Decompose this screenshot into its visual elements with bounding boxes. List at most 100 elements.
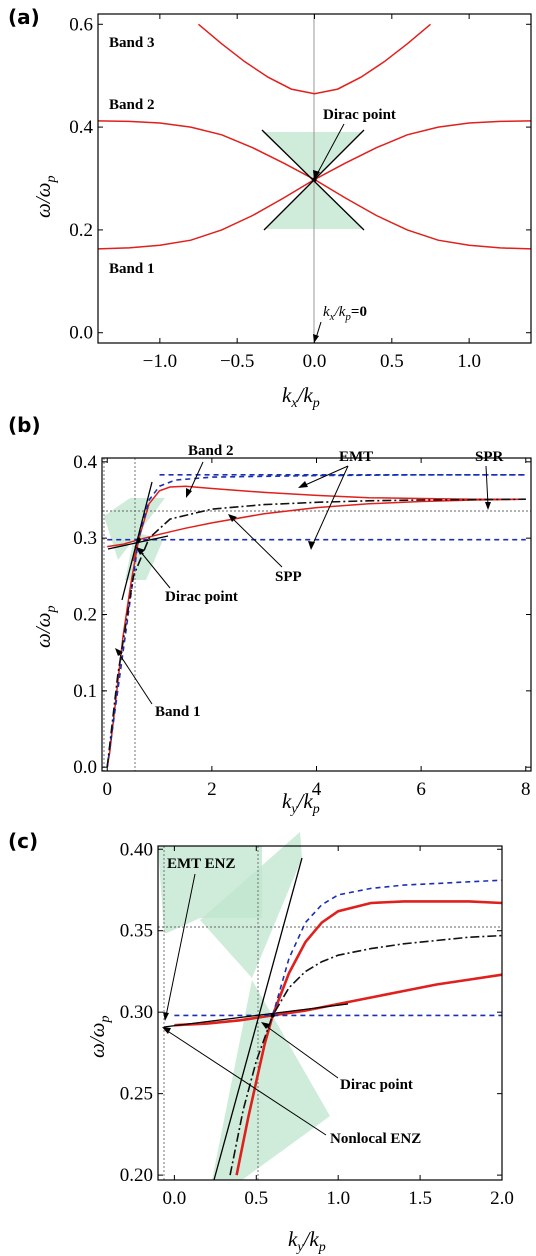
- arrowhead-spp-b: [228, 514, 237, 522]
- annotation-spp-b: SPP: [275, 569, 302, 585]
- x-tick-label-a: 0.5: [380, 351, 404, 372]
- x-tick-label-a: −1.0: [143, 351, 177, 372]
- arrow-spp-b: [231, 517, 283, 568]
- series-group-c: [174, 879, 503, 1176]
- arrow-band2-b: [187, 461, 204, 496]
- arrowhead-emt-b2: [308, 541, 315, 550]
- arrowhead-emtenz-c: [163, 1012, 169, 1021]
- x-axis-label-b: ky/kp: [282, 789, 320, 817]
- y-tick-label-c: 0.20: [120, 1165, 153, 1186]
- cone-upper-a: [262, 132, 362, 180]
- x-tick-label-b: 4: [312, 779, 322, 800]
- annotation-dirac-c: Dirac point: [340, 1077, 413, 1093]
- x-tick-label-b: 0: [102, 779, 112, 800]
- ticks-b: 0 2 4 6 8 0.0 0.1 0.2 0.3 0.4: [73, 452, 531, 800]
- dirac-point-marker-c: [270, 1013, 275, 1018]
- annotation-dirac-b: Dirac point: [165, 589, 238, 605]
- arrow-spr-b: [485, 465, 489, 506]
- plot-frame-c: [157, 845, 503, 1181]
- annotation-band2-a: Band 2: [109, 97, 154, 113]
- y-axis-label-b: ω/ωp: [31, 606, 59, 649]
- annotation-nonlocal-c: Nonlocal ENZ: [330, 1131, 421, 1147]
- series-band-1-c: [174, 973, 503, 1027]
- panel-c: 0.0 0.5 1.0 1.5 2.0 0.20 0.25 0.30 0.35 0.40 EMT …: [85, 832, 514, 1255]
- ticks-c: 0.0 0.5 1.0 1.5 2.0 0.20 0.25 0.30 0.35 0.40: [120, 839, 514, 1209]
- x-tick-label-b: 6: [416, 779, 426, 800]
- series-spp-b: [106, 498, 526, 768]
- y-tick-label-c: 0.35: [120, 921, 153, 942]
- x-tick-label-a: 1.0: [457, 351, 481, 372]
- annotation-emt-b: EMT: [339, 449, 373, 465]
- y-tick-label-c: 0.30: [120, 1002, 153, 1023]
- cone-lower-c: [212, 980, 330, 1180]
- arrowhead-kx0: [313, 334, 319, 343]
- arrow-dirac-c: [265, 1025, 339, 1079]
- arrow-nonlocal-c: [165, 1029, 327, 1136]
- arrow-dirac-b: [139, 550, 171, 589]
- arrowhead-band2-b: [186, 488, 192, 498]
- panel-label-c: (c): [8, 829, 38, 853]
- tangent-line-c1: [213, 857, 303, 1181]
- x-tick-label-b: 8: [521, 779, 531, 800]
- annotation-band1-a: Band 1: [109, 261, 154, 277]
- y-tick-label-a: 0.2: [69, 220, 93, 241]
- x-tick-label-c: 1.0: [326, 1188, 350, 1209]
- arrow-emtenz-c: [165, 873, 196, 1017]
- series-band-2-b: [132, 485, 526, 562]
- arrow-band1-b: [117, 651, 153, 705]
- tangent-line-b2: [107, 535, 169, 550]
- annotation-emtenz-c: EMT ENZ: [167, 856, 236, 872]
- annotation-dirac-a: Dirac point: [323, 107, 396, 123]
- annotation-band3-a: Band 3: [109, 35, 154, 51]
- series-group-b: [106, 473, 526, 768]
- panel-a: −1.0 −0.5 0.0 0.5 1.0 0.0 0.2 0.4 0.6 Band 3 Ban…: [31, 13, 532, 411]
- arrow-emt-b2: [311, 465, 349, 547]
- arrowhead-spr-b: [485, 502, 491, 510]
- annotation-spr-b: SPR: [475, 449, 504, 465]
- tangent-line-c2: [163, 1003, 349, 1028]
- y-tick-label-b: 0.1: [73, 681, 97, 702]
- ticks-a: −1.0 −0.5 0.0 0.5 1.0 0.0 0.2 0.4 0.6: [69, 14, 531, 372]
- x-tick-label-c: 1.5: [408, 1188, 432, 1209]
- y-axis-label-a: ω/ωp: [31, 176, 59, 219]
- x-tick-label-b: 2: [207, 779, 217, 800]
- panel-label-b: (b): [8, 413, 41, 437]
- arrowhead-dirac-a: [313, 170, 320, 180]
- series-spp-c: [229, 934, 503, 1176]
- series-band-2-c: [235, 900, 503, 1176]
- y-tick-label-a: 0.6: [69, 14, 93, 35]
- x-tick-label-c: 0.5: [244, 1188, 268, 1209]
- y-tick-label-b: 0.4: [73, 452, 97, 473]
- arrowhead-band1-b: [115, 648, 123, 656]
- arrowhead-nonlocal-c: [162, 1027, 171, 1034]
- arrow-dirac-a: [315, 123, 345, 177]
- y-tick-label-a: 0.0: [69, 323, 93, 344]
- annotation-band2-b: Band 2: [188, 443, 233, 459]
- y-tick-label-b: 0.3: [73, 528, 97, 549]
- y-tick-label-a: 0.4: [69, 117, 93, 138]
- tangent-line-b1: [121, 481, 153, 601]
- cone-upper-c: [200, 832, 302, 978]
- annotation-band1-b: Band 1: [155, 704, 200, 720]
- series-band-3-a: [198, 23, 431, 95]
- annotation-kx0: kx/kp=0: [323, 304, 367, 323]
- x-tick-label-c: 0.0: [163, 1188, 187, 1209]
- arrow-emt-b1: [302, 465, 349, 487]
- x-tick-label-c: 2.0: [490, 1188, 514, 1209]
- y-tick-label-b: 0.2: [73, 605, 97, 626]
- y-tick-label-c: 0.25: [120, 1084, 153, 1105]
- arrowhead-emt-b1: [298, 481, 308, 488]
- y-tick-label-c: 0.40: [120, 839, 153, 860]
- y-tick-label-b: 0.0: [73, 757, 97, 778]
- x-axis-label-c: ky/kp: [288, 1227, 326, 1255]
- x-tick-label-a: 0.0: [303, 351, 327, 372]
- plot-frame-b: [101, 457, 532, 772]
- arrowhead-dirac-c: [261, 1022, 270, 1029]
- panel-b: 0 2 4 6 80.00.10.20.30.4 Band 2 EMT SPR SPP …: [31, 443, 532, 817]
- x-tick-label-a: −0.5: [220, 351, 254, 372]
- y-axis-label-c: ω/ωp: [85, 1016, 113, 1059]
- arrowhead-dirac-b: [136, 547, 145, 555]
- tangent-line-a1: [261, 129, 365, 231]
- panel-label-a: (a): [8, 5, 40, 29]
